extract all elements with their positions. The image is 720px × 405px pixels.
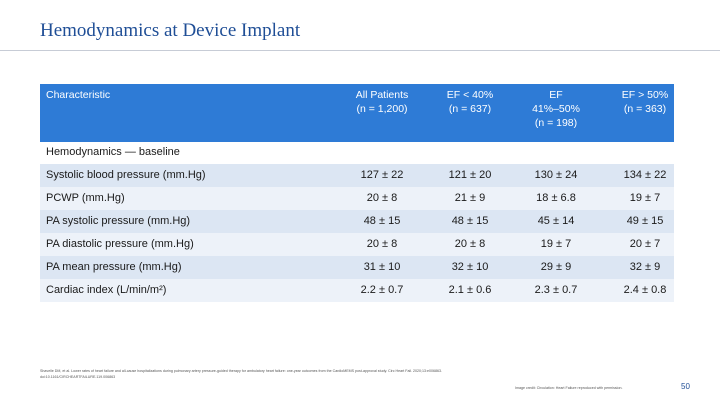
cell-ef-above-50: 49 ± 15 [626,215,664,227]
row-label: PCWP (mm.Hg) [46,192,125,204]
cell-ef-41-50: 130 ± 24 [534,169,578,181]
page-number: 50 [681,382,690,391]
cell-ef-41-50: 29 ± 9 [540,261,572,273]
header-characteristic: Characteristic [46,89,111,101]
cell-ef-above-50: 134 ± 22 [623,169,667,181]
row-label: PA systolic pressure (mm.Hg) [46,215,191,227]
cell-ef-below-40: 48 ± 15 [451,215,489,227]
header-ef-below-40: EF < 40% (n = 637) [446,89,494,115]
table-row: PCWP (mm.Hg) 20 ± 8 21 ± 9 18 ± 6.8 19 ±… [40,187,674,210]
table-row: Systolic blood pressure (mm.Hg) 127 ± 22… [40,164,674,187]
title-divider [0,50,720,51]
cell-ef-above-50: 20 ± 7 [629,238,661,250]
section-band [40,142,674,164]
table-row: PA diastolic pressure (mm.Hg) 20 ± 8 20 … [40,233,674,256]
cell-ef-below-40: 2.1 ± 0.6 [448,284,492,296]
cell-ef-above-50: 2.4 ± 0.8 [623,284,667,296]
cell-all-patients: 127 ± 22 [360,169,404,181]
image-credit: Image credit: Circulation: Heart Failure… [515,386,623,390]
header-all-patients: All Patients (n = 1,200) [355,89,409,115]
table-row: PA systolic pressure (mm.Hg) 48 ± 15 48 … [40,210,674,233]
cell-ef-above-50: 19 ± 7 [629,192,661,204]
cell-ef-41-50: 45 ± 14 [537,215,575,227]
header-ef-above-50: EF > 50% (n = 363) [621,89,669,115]
cell-all-patients: 31 ± 10 [363,261,401,273]
reference-footnote: Shavelle DM, et al. Lower rates of heart… [40,369,443,379]
cell-ef-below-40: 121 ± 20 [448,169,492,181]
row-label: Systolic blood pressure (mm.Hg) [46,169,206,181]
table-header-band [40,84,674,142]
cell-ef-above-50: 32 ± 9 [629,261,661,273]
cell-ef-41-50: 18 ± 6.8 [536,192,576,204]
cell-ef-41-50: 19 ± 7 [540,238,572,250]
cell-ef-41-50: 2.3 ± 0.7 [534,284,578,296]
row-label: PA mean pressure (mm.Hg) [46,261,182,273]
cell-ef-below-40: 20 ± 8 [454,238,486,250]
cell-all-patients: 48 ± 15 [363,215,401,227]
cell-all-patients: 20 ± 8 [366,192,398,204]
table-row: PA mean pressure (mm.Hg) 31 ± 10 32 ± 10… [40,256,674,279]
cell-ef-below-40: 21 ± 9 [454,192,486,204]
cell-all-patients: 2.2 ± 0.7 [360,284,404,296]
row-label: PA diastolic pressure (mm.Hg) [46,238,194,250]
header-ef-41-50: EF 41%–50% (n = 198) [532,89,580,129]
row-label: Cardiac index (L/min/m²) [46,284,167,296]
section-label: Hemodynamics — baseline [46,146,180,158]
slide-title: Hemodynamics at Device Implant [40,20,301,41]
cell-ef-below-40: 32 ± 10 [451,261,489,273]
cell-all-patients: 20 ± 8 [366,238,398,250]
table-row: Cardiac index (L/min/m²) 2.2 ± 0.7 2.1 ±… [40,279,674,302]
